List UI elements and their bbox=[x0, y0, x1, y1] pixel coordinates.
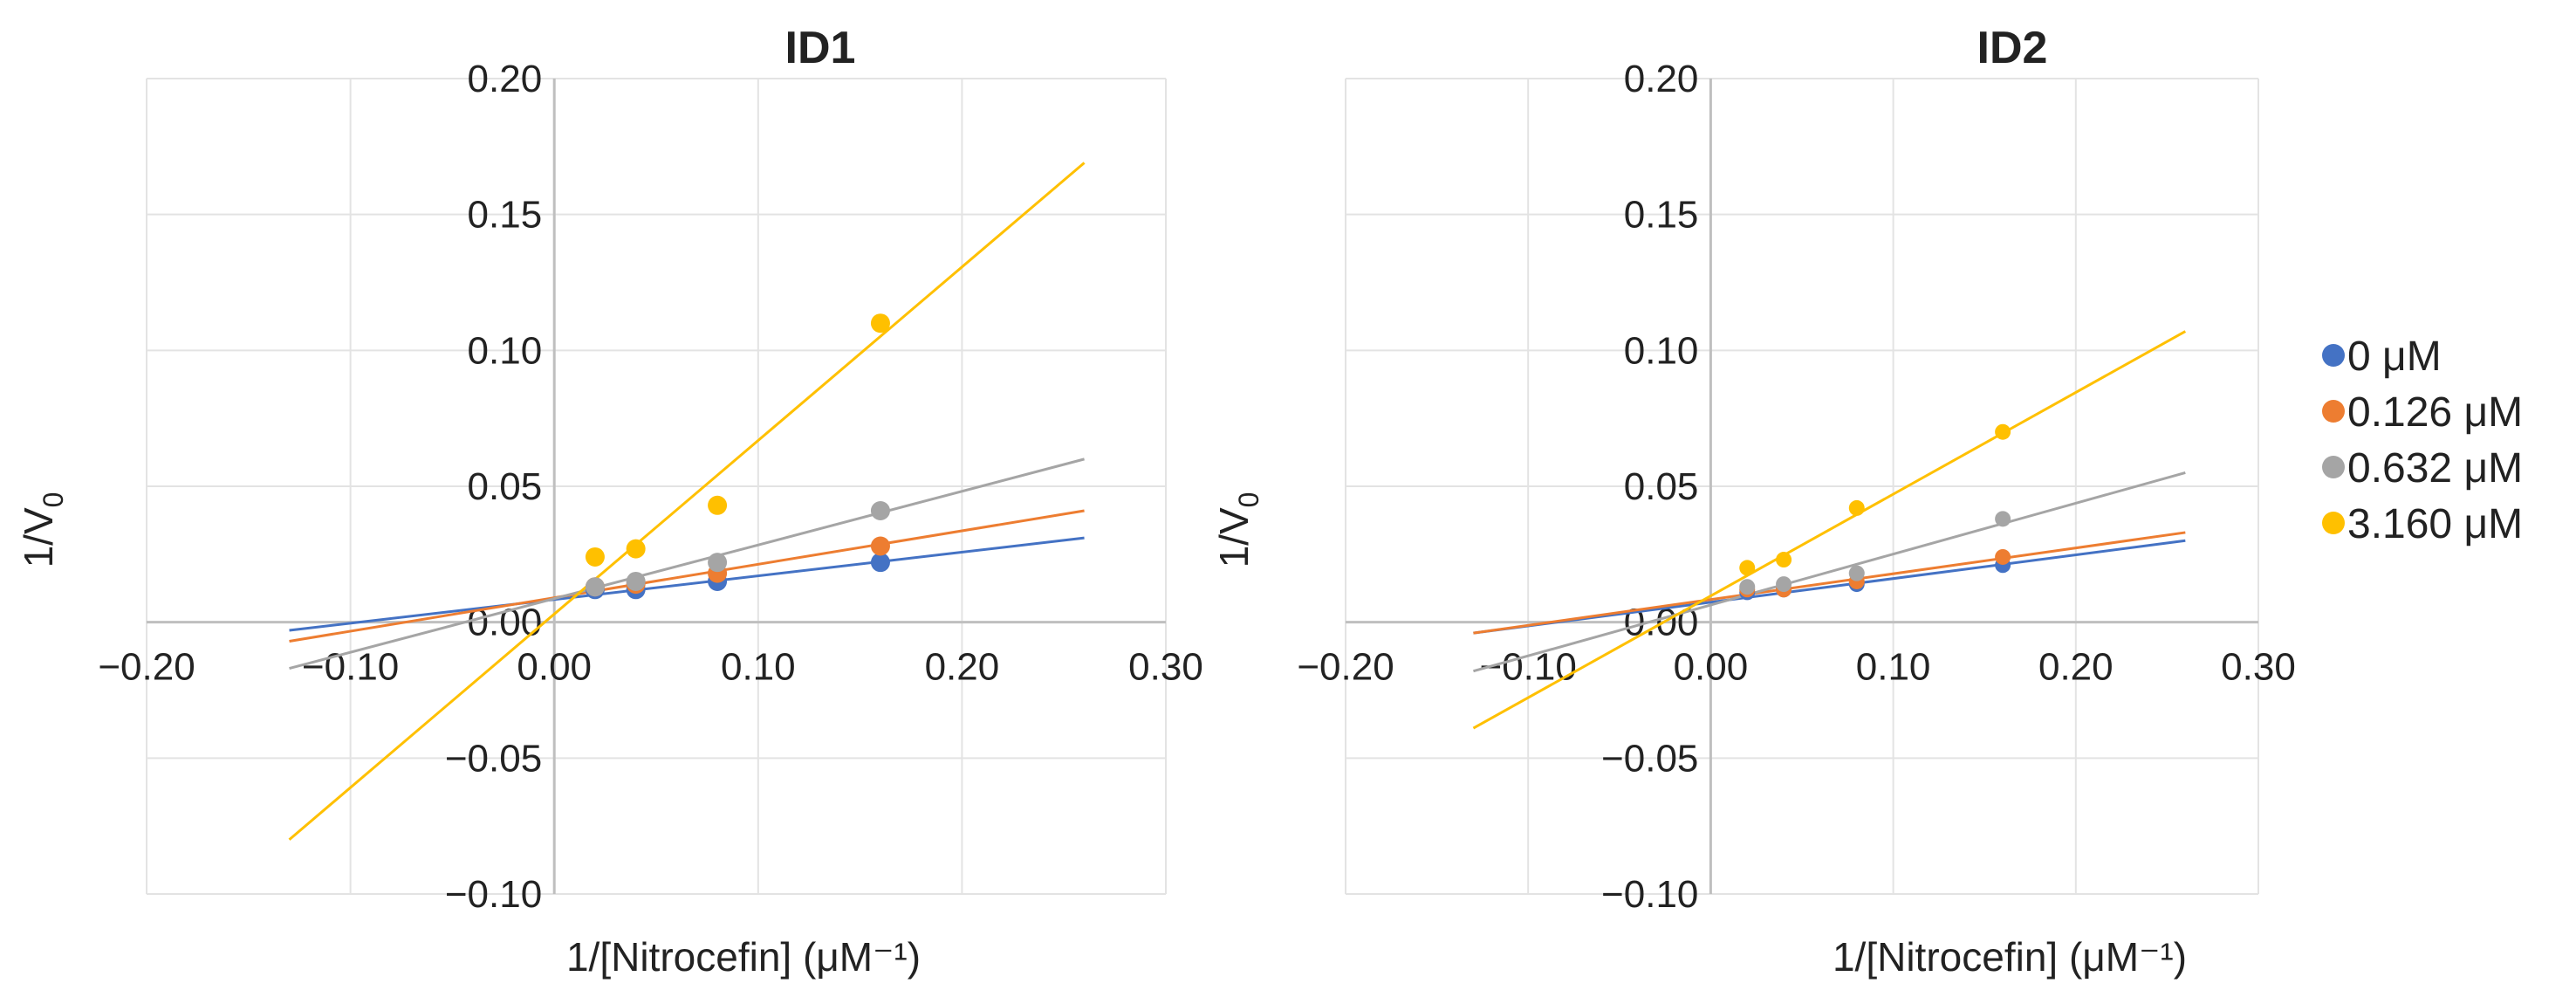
y-tick-label: 0.05 bbox=[1624, 465, 1699, 508]
data-point-series-2 bbox=[585, 577, 605, 597]
x-axis-title: 1/[Nitrocefin] (μM⁻¹) bbox=[566, 934, 921, 980]
y-tick-label: −0.10 bbox=[1601, 873, 1698, 916]
legend-label-3: 3.160 μM bbox=[2347, 501, 2523, 547]
data-point-series-2 bbox=[1776, 576, 1792, 593]
y-tick-label: 0.15 bbox=[468, 194, 543, 237]
data-point-series-1 bbox=[1995, 548, 2011, 565]
trendline-series-1 bbox=[1473, 531, 2186, 635]
trendline-series-2 bbox=[289, 457, 1085, 670]
x-tick-label: 0.20 bbox=[925, 646, 1000, 689]
x-tick-label: 0.20 bbox=[2038, 646, 2114, 689]
x-tick-label: 0.00 bbox=[517, 646, 592, 689]
x-tick-label: 0.10 bbox=[721, 646, 796, 689]
data-point-series-3 bbox=[708, 495, 728, 515]
x-tick-label: −0.20 bbox=[1297, 646, 1394, 689]
y-tick-label: 0.20 bbox=[468, 58, 543, 100]
trendline-series-0 bbox=[289, 536, 1085, 632]
y-tick-label: −0.05 bbox=[1601, 737, 1698, 780]
data-point-series-2 bbox=[708, 553, 728, 573]
data-point-series-2 bbox=[1739, 579, 1756, 595]
chart-id1: −0.20 −0.10 0.00 0.10 0.20 0.30−0.10−0.050.00… bbox=[16, 23, 1203, 980]
data-point-series-1 bbox=[870, 536, 890, 556]
trendline-series-3 bbox=[288, 162, 1086, 841]
data-point-series-2 bbox=[870, 501, 890, 521]
legend-marker-3 bbox=[2322, 512, 2345, 534]
data-point-series-3 bbox=[1739, 560, 1756, 576]
legend-label-1: 0.126 μM bbox=[2347, 389, 2523, 436]
y-axis-title-main: 1/V bbox=[1211, 507, 1257, 567]
data-point-series-2 bbox=[1848, 565, 1865, 581]
x-tick-label: 0.10 bbox=[1856, 646, 1931, 689]
y-tick-label: 0.10 bbox=[1624, 329, 1699, 372]
data-point-series-3 bbox=[870, 313, 890, 334]
trendline-series-3 bbox=[1472, 330, 2187, 730]
x-axis-title: 1/[Nitrocefin] (μM⁻¹) bbox=[1833, 934, 2187, 980]
y-tick-label: 0.10 bbox=[468, 329, 543, 372]
x-tick-label: −0.10 bbox=[1480, 646, 1577, 689]
data-point-series-2 bbox=[1995, 511, 2011, 527]
legend-label-0: 0 μM bbox=[2347, 334, 2442, 380]
chart-title: ID1 bbox=[785, 23, 856, 73]
x-tick-label: 0.00 bbox=[1674, 646, 1749, 689]
y-axis-title: 1/V0 bbox=[16, 492, 69, 568]
data-point-series-3 bbox=[1995, 423, 2011, 440]
legend-label-2: 0.632 μM bbox=[2347, 445, 2523, 492]
data-point-series-0 bbox=[870, 553, 890, 573]
data-point-series-3 bbox=[585, 547, 605, 567]
y-tick-label: −0.05 bbox=[445, 737, 542, 780]
chart-title: ID2 bbox=[1977, 23, 2048, 73]
data-point-series-3 bbox=[1848, 499, 1865, 516]
trendline-series-0 bbox=[1473, 539, 2186, 635]
y-axis-title-main: 1/V bbox=[16, 507, 61, 567]
y-tick-label: 0.05 bbox=[468, 465, 543, 508]
y-tick-label: 0.15 bbox=[1624, 194, 1699, 237]
trendline-series-1 bbox=[289, 509, 1085, 643]
legend-marker-1 bbox=[2322, 400, 2345, 423]
x-tick-label: 0.30 bbox=[1128, 646, 1203, 689]
legend-marker-2 bbox=[2322, 456, 2345, 478]
y-tick-label: 0.20 bbox=[1624, 58, 1699, 100]
data-point-series-3 bbox=[626, 539, 646, 559]
trendline-series-2 bbox=[1473, 471, 2186, 673]
y-tick-label: −0.10 bbox=[445, 873, 542, 916]
data-point-series-3 bbox=[1776, 552, 1792, 568]
x-tick-label: −0.20 bbox=[98, 646, 195, 689]
legend-marker-0 bbox=[2322, 344, 2345, 367]
chart-id2: −0.20−0.100.000.100.200.30−0.10−0.050.00… bbox=[1211, 23, 2296, 980]
y-axis-title-subscript: 0 bbox=[1233, 492, 1264, 508]
x-tick-label: 0.30 bbox=[2221, 646, 2296, 689]
y-axis-title-subscript: 0 bbox=[38, 492, 69, 508]
data-point-series-2 bbox=[626, 571, 646, 591]
legend: 0 μM 0.126 μM 0.632 μM 3.160 μM bbox=[2322, 334, 2523, 547]
y-axis-title: 1/V0 bbox=[1211, 492, 1264, 568]
